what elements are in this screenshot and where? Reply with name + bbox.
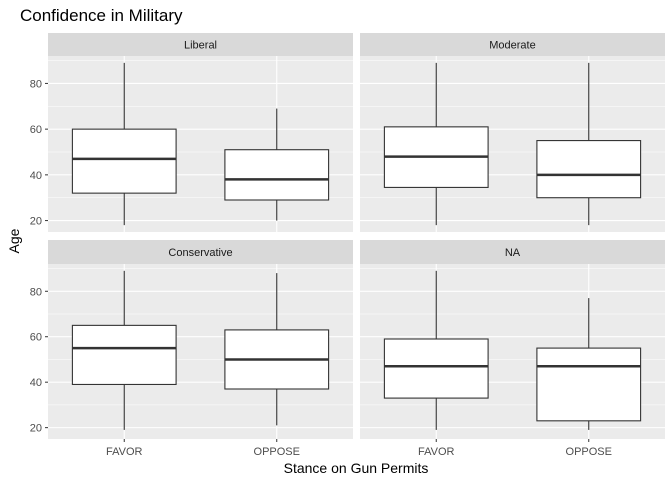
facet-strip-moderate — [360, 33, 665, 56]
y-tick-label: 60 — [30, 332, 42, 344]
chart-title: Confidence in Military — [20, 6, 183, 25]
facet-label-moderate: Moderate — [489, 40, 535, 52]
facet-strip-liberal — [48, 33, 353, 56]
box-conservative-favor — [71, 324, 177, 386]
x-tick-label: OPPOSE — [254, 446, 300, 458]
y-tick-label: 20 — [30, 216, 42, 228]
facet-label-na: NA — [505, 247, 521, 259]
x-axis-title: Stance on Gun Permits — [284, 460, 429, 476]
y-axis-title: Age — [6, 228, 22, 253]
facet-strip-na — [360, 240, 665, 264]
facet-label-conservative: Conservative — [168, 247, 232, 259]
box-na-favor — [383, 338, 489, 399]
y-tick-label: 40 — [30, 377, 42, 389]
box-liberal-favor — [71, 128, 177, 194]
facet-strip-conservative — [48, 240, 353, 264]
y-tick-label: 20 — [30, 423, 42, 435]
box-na-oppose — [536, 347, 642, 422]
x-tick-label: FAVOR — [418, 446, 455, 458]
box-moderate-oppose — [536, 140, 642, 199]
x-tick-label: OPPOSE — [566, 446, 612, 458]
x-tick-label: FAVOR — [106, 446, 143, 458]
y-tick-label: 80 — [30, 286, 42, 298]
y-tick-label: 80 — [30, 78, 42, 90]
box-liberal-oppose — [224, 149, 330, 201]
facet-label-liberal: Liberal — [184, 40, 217, 52]
y-tick-label: 60 — [30, 124, 42, 136]
y-tick-label: 40 — [30, 170, 42, 182]
facet-panels: Liberal 20 40 60 80 Moderate Conservative 20 40 6… — [30, 33, 665, 458]
